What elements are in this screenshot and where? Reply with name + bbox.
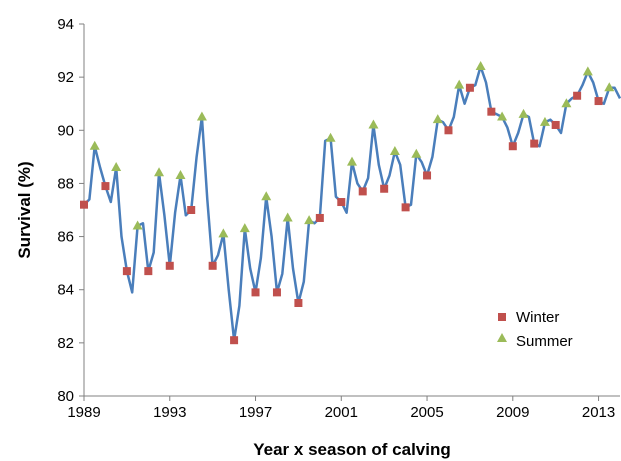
y-axis-title: Survival (%): [15, 161, 34, 258]
summer-point: [196, 111, 207, 121]
summer-point: [539, 116, 550, 126]
legend-winter-label: Winter: [516, 309, 559, 326]
winter-point: [315, 213, 324, 222]
summer-point: [132, 220, 143, 230]
summer-point: [454, 79, 465, 89]
summer-point: [261, 191, 272, 201]
winter-point: [380, 184, 389, 193]
winter-point: [358, 187, 367, 196]
y-tick-label: 94: [57, 16, 74, 33]
winter-point: [208, 261, 217, 270]
summer-point: [561, 98, 572, 108]
x-tick-label: 1993: [153, 404, 186, 421]
winter-point: [594, 97, 603, 106]
x-tick-label: 2013: [582, 404, 615, 421]
x-tick-label: 2001: [325, 404, 358, 421]
x-tick-label: 2009: [496, 404, 529, 421]
x-ticks: 1989 1993 1997 2001 2005 2009 2013: [67, 396, 615, 421]
legend-summer-label: Summer: [516, 333, 573, 350]
summer-point: [347, 156, 357, 166]
summer-point: [411, 148, 422, 158]
winter-point: [122, 267, 131, 276]
summer-point: [518, 108, 529, 118]
summer-point: [604, 82, 615, 92]
y-tick-label: 86: [57, 229, 74, 246]
winter-point: [230, 336, 239, 345]
x-tick-label: 2005: [410, 404, 443, 421]
summer-point: [475, 61, 486, 71]
winter-point: [101, 182, 110, 191]
legend-summer-marker: [497, 333, 507, 342]
summer-point: [304, 215, 315, 225]
summer-point: [111, 161, 122, 171]
winter-point: [465, 83, 474, 92]
summer-point: [89, 140, 100, 150]
y-ticks: 80 82 84 86 88 90 92 94: [57, 16, 84, 405]
winter-point: [80, 200, 88, 209]
axes: [83, 24, 620, 397]
winter-point: [144, 267, 153, 276]
winter-point: [444, 126, 453, 135]
winter-point: [487, 107, 496, 116]
winter-point: [573, 91, 582, 100]
summer-point: [239, 223, 250, 233]
y-tick-label: 88: [57, 175, 74, 192]
summer-point: [154, 167, 165, 177]
summer-point: [325, 132, 336, 142]
summer-point: [218, 228, 229, 238]
winter-point: [251, 288, 260, 297]
winter-point: [530, 139, 539, 148]
winter-point: [423, 171, 432, 180]
winter-point: [551, 120, 560, 129]
winter-point: [401, 203, 410, 212]
summer-point: [497, 111, 508, 121]
y-tick-label: 82: [57, 335, 74, 352]
y-tick-label: 84: [57, 282, 74, 299]
y-tick-label: 90: [57, 122, 74, 139]
winter-point: [337, 198, 346, 207]
x-axis-title: Year x season of calving: [253, 440, 450, 459]
y-tick-label: 80: [57, 388, 74, 405]
legend: Winter Summer: [497, 309, 573, 350]
summer-point: [582, 66, 593, 76]
y-tick-label: 92: [57, 69, 74, 86]
winter-point: [272, 288, 281, 297]
winter-point: [294, 299, 303, 307]
winter-point: [165, 261, 174, 270]
survival-series-line: [83, 65, 621, 342]
winter-point: [508, 142, 517, 151]
summer-point: [389, 146, 400, 156]
summer-point: [175, 169, 186, 179]
x-tick-label: 1997: [239, 404, 272, 421]
x-tick-label: 1989: [67, 404, 100, 421]
summer-point: [432, 114, 443, 124]
summer-point: [368, 119, 379, 129]
summer-point: [282, 212, 293, 222]
markers-group: [80, 61, 615, 345]
legend-winter-marker: [498, 313, 506, 321]
winter-point: [187, 206, 196, 214]
series-line-group: [83, 65, 621, 342]
